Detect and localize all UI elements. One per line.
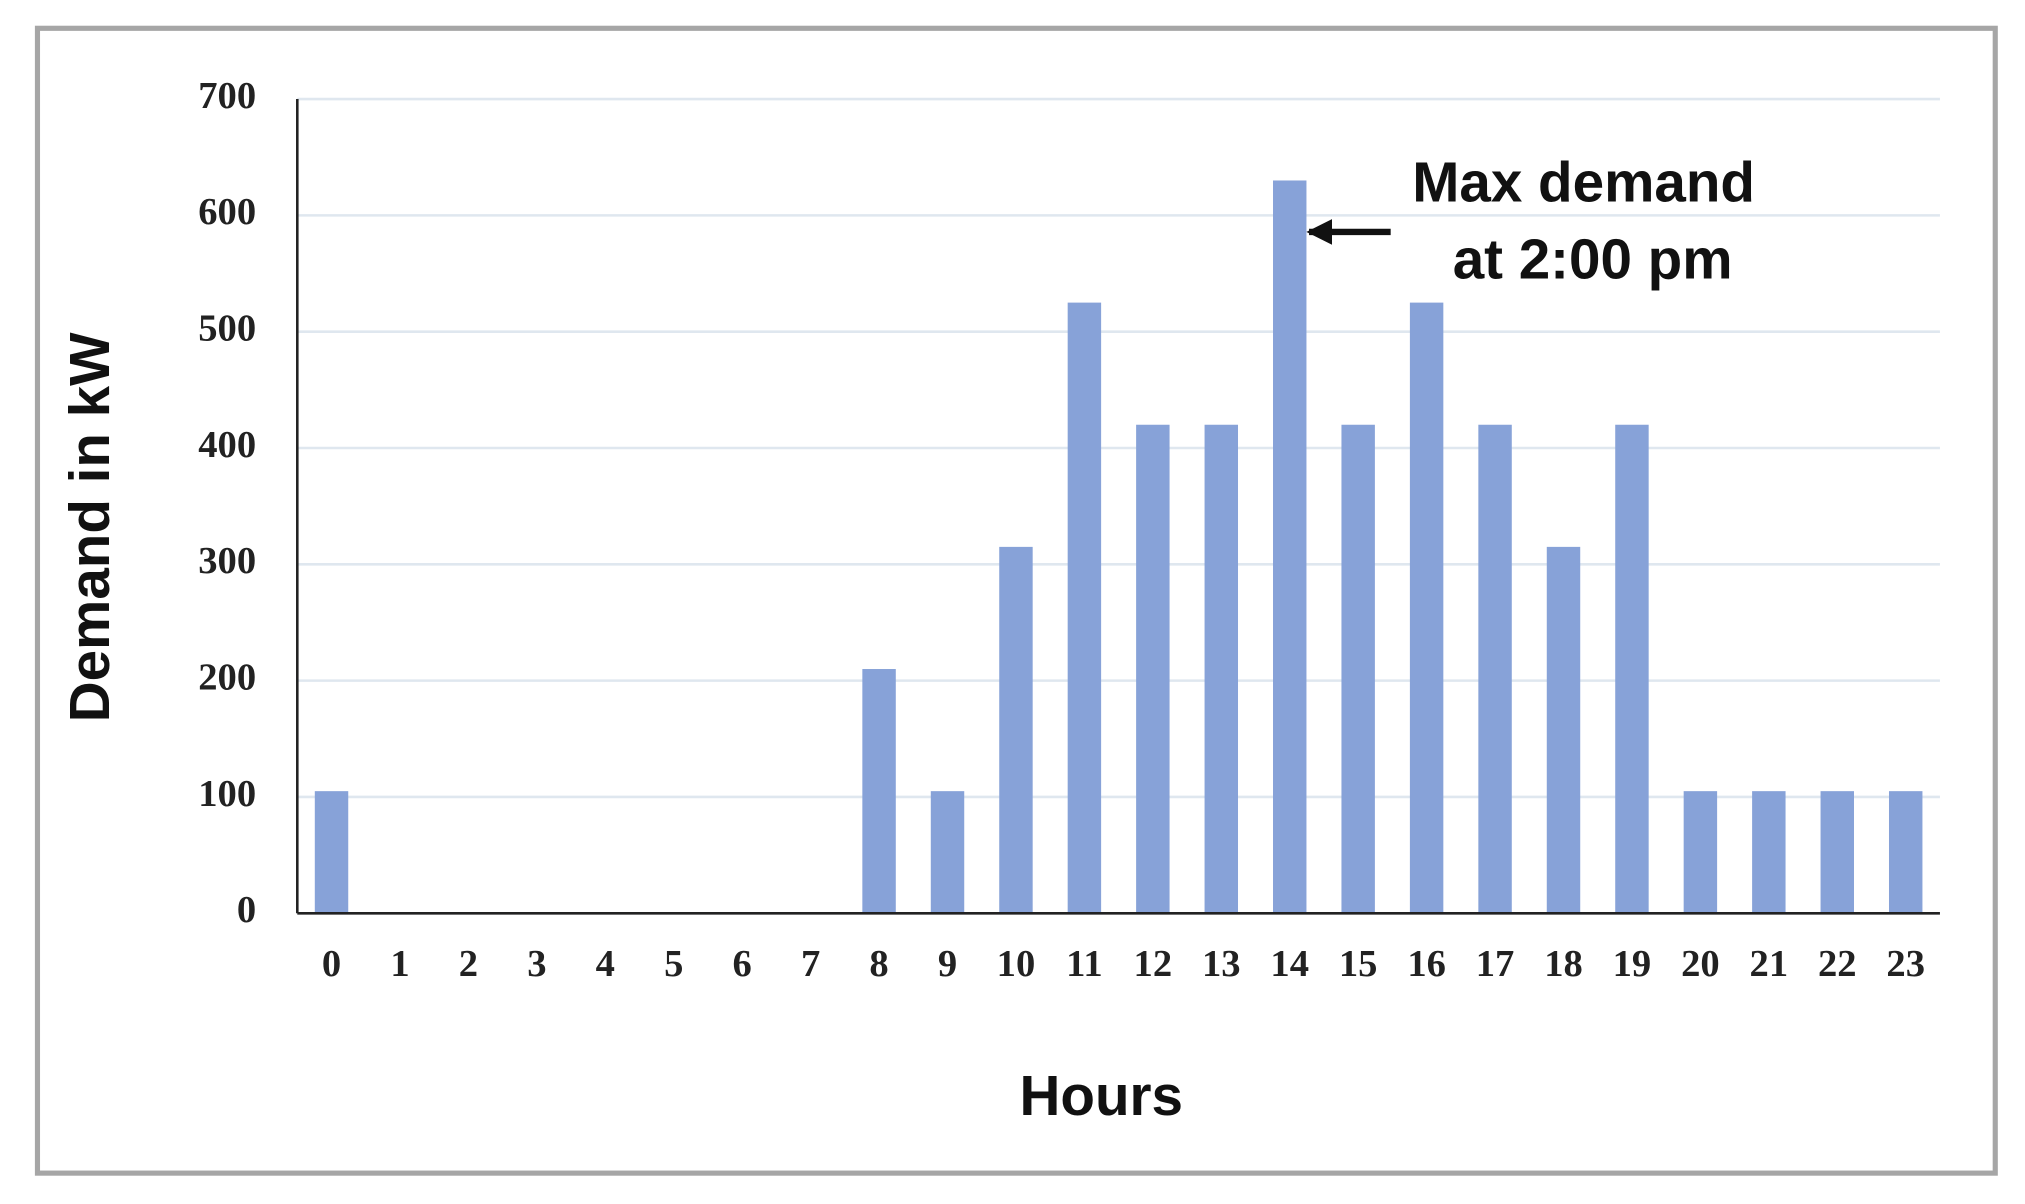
x-tick-label: 0 [322, 943, 341, 985]
bar [1820, 791, 1854, 914]
x-tick-label: 4 [596, 943, 615, 985]
x-axis-title: Hours [1020, 1064, 1183, 1127]
x-tick-label: 10 [997, 943, 1036, 985]
x-tick-label: 14 [1270, 943, 1309, 985]
x-tick-label: 6 [733, 943, 752, 985]
x-tick-label: 1 [390, 943, 409, 985]
bar [1546, 546, 1581, 914]
x-tick-label: 18 [1544, 943, 1583, 985]
x-tick-label: 9 [938, 943, 957, 985]
x-tick-label: 16 [1407, 943, 1446, 985]
bar [1888, 791, 1923, 914]
x-tick-label: 8 [869, 943, 888, 985]
x-tick-label: 15 [1339, 943, 1378, 985]
bar [1683, 791, 1718, 914]
bar [1067, 302, 1102, 914]
annotation: Max demand [1412, 150, 1755, 213]
bar [930, 791, 965, 914]
y-tick-label: 500 [198, 308, 256, 350]
bar [1204, 424, 1239, 914]
x-tick-label: 2 [459, 943, 478, 985]
bar [1409, 302, 1444, 914]
bar [999, 546, 1033, 914]
x-tick-label: 13 [1202, 943, 1241, 985]
bar [862, 669, 896, 914]
x-tick-label: 23 [1886, 943, 1925, 985]
y-tick-label: 700 [198, 75, 256, 117]
x-tick-label: 19 [1613, 943, 1652, 985]
bar [1615, 424, 1649, 914]
y-tick-label: 300 [198, 540, 256, 582]
bar [1341, 424, 1375, 914]
y-tick-label: 600 [198, 191, 256, 233]
y-tick-label: 0 [237, 889, 256, 931]
y-tick-label: 100 [198, 773, 256, 815]
annotation: at 2:00 pm [1453, 228, 1733, 291]
y-tick-label: 200 [198, 657, 256, 699]
x-tick-label: 17 [1476, 943, 1515, 985]
bar [1136, 424, 1170, 914]
bar [1478, 424, 1512, 914]
bar [1273, 180, 1307, 914]
x-tick-label: 12 [1134, 943, 1173, 985]
y-tick-label: 400 [198, 424, 256, 466]
x-tick-label: 11 [1066, 943, 1102, 985]
x-tick-label: 7 [801, 943, 820, 985]
x-tick-label: 3 [527, 943, 546, 985]
x-tick-label: 21 [1750, 943, 1789, 985]
y-axis-title: Demand in kW [58, 332, 121, 722]
x-tick-label: 20 [1681, 943, 1720, 985]
bar [1752, 791, 1786, 914]
x-tick-label: 5 [664, 943, 683, 985]
bar [314, 791, 349, 914]
x-tick-label: 22 [1818, 943, 1857, 985]
